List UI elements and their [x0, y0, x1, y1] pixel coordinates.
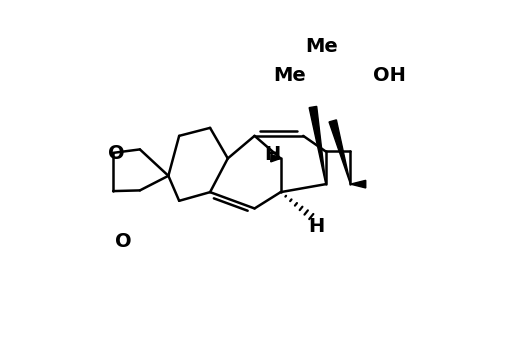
Text: O: O: [108, 144, 124, 163]
Text: H: H: [308, 217, 324, 237]
Text: Me: Me: [305, 37, 338, 56]
Text: Me: Me: [273, 66, 305, 85]
Text: H: H: [265, 145, 281, 164]
Text: OH: OH: [373, 66, 405, 85]
Polygon shape: [271, 154, 281, 162]
Text: O: O: [115, 232, 132, 251]
Polygon shape: [350, 180, 366, 188]
Polygon shape: [309, 106, 326, 184]
Polygon shape: [329, 120, 350, 184]
